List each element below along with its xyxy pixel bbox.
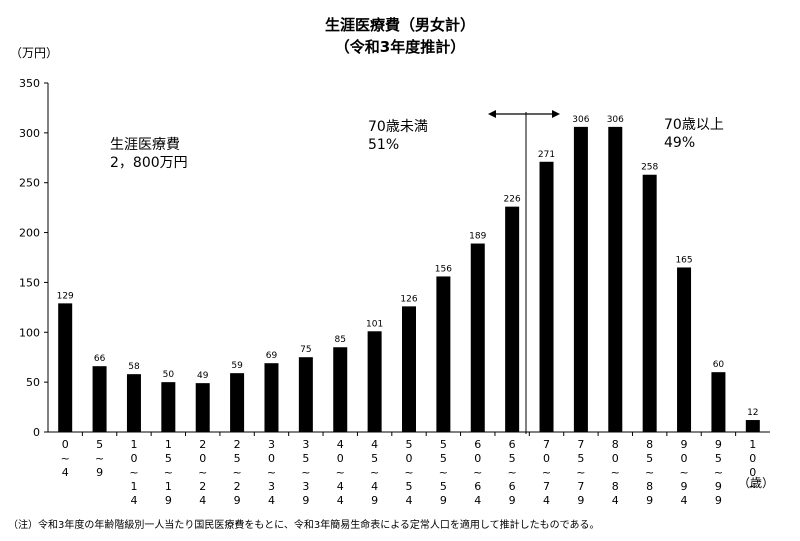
- x-tick-label: 1 0 0 ~: [748, 438, 757, 493]
- under-70-annotation: 70歳未満 51%: [368, 118, 428, 154]
- bar: [333, 347, 348, 432]
- bar-value-label: 85: [335, 335, 346, 345]
- bar-value-label: 126: [400, 294, 417, 304]
- y-tick-label: 100: [19, 326, 40, 339]
- x-tick-label: 9 5 ~9 9: [714, 438, 723, 507]
- bar-value-label: 59: [231, 361, 243, 371]
- value-labels: 129 66 58 50 49 59 69 75 85 101 126 156 189 226 271 306…: [57, 115, 759, 418]
- x-tick-label: 6 5 ~6 9: [508, 438, 517, 507]
- bar: [711, 372, 726, 432]
- chart-title: 生涯医療費（男女計）: [324, 16, 475, 34]
- bar: [539, 161, 554, 432]
- bar-value-label: 66: [94, 354, 106, 364]
- bar-value-label: 50: [163, 370, 175, 380]
- bar-value-label: 58: [128, 362, 140, 372]
- x-axis-unit: （歳）: [738, 476, 775, 490]
- y-tick-label: 300: [19, 127, 40, 140]
- bar: [505, 206, 520, 432]
- bar: [608, 126, 623, 433]
- bar: [367, 331, 382, 432]
- x-tick-labels: 0 ~4 5 ~9 1 0 ~1 4 1 5 ~1 9 2 0 ~2 4 2 5 ~2 9 3 0 ~3 4 3 5 ~3 9 4 0 ~4…: [61, 438, 758, 507]
- total-cost-value: 2，800万円: [110, 155, 188, 171]
- y-tick-label: 150: [19, 276, 40, 289]
- bar-value-label: 165: [675, 255, 692, 265]
- bar-value-label: 101: [366, 319, 383, 329]
- x-tick-label: 1 5 ~1 9: [164, 438, 173, 507]
- bar: [642, 174, 657, 433]
- bar: [195, 383, 210, 432]
- x-tick-label: 8 0 ~8 4: [611, 438, 620, 507]
- x-tick-label: 5 ~9: [95, 438, 104, 479]
- x-tick-label: 0 ~4: [61, 438, 70, 479]
- x-tick-label: 9 0 ~9 4: [679, 438, 688, 507]
- bar-value-label: 12: [747, 408, 758, 418]
- bar: [126, 374, 141, 432]
- x-tick-label: 7 5 ~7 9: [576, 438, 585, 507]
- y-tick-label: 0: [33, 426, 40, 439]
- x-tick-label: 4 0 ~4 4: [336, 438, 345, 507]
- bar: [298, 357, 313, 432]
- over-70-percent: 49%: [664, 135, 696, 151]
- bar: [677, 267, 692, 432]
- y-tick-label: 50: [26, 376, 40, 389]
- over-70-annotation: 70歳以上 49%: [664, 116, 724, 152]
- y-axis-unit: （万円）: [10, 46, 59, 60]
- bar: [92, 366, 107, 432]
- x-tick-label: 3 5 ~3 9: [301, 438, 310, 507]
- bar-value-label: 271: [538, 150, 555, 160]
- y-tick-label: 250: [19, 177, 40, 190]
- bar-value-label: 258: [641, 163, 658, 173]
- bar: [264, 363, 279, 432]
- bar: [58, 303, 73, 432]
- x-tick-label: 5 0 ~5 4: [404, 438, 413, 507]
- bar: [402, 306, 416, 432]
- bar: [470, 243, 485, 432]
- bar-value-label: 69: [266, 351, 278, 361]
- bar: [230, 373, 245, 432]
- age-70-divider: [488, 110, 560, 434]
- chart-subtitle: （令和3年度推計）: [334, 38, 466, 56]
- total-cost-annotation: 生涯医療費 2，800万円: [110, 136, 188, 172]
- bar-value-label: 129: [57, 291, 74, 301]
- bar-value-label: 49: [197, 371, 209, 381]
- bar: [436, 276, 451, 432]
- footnote: （注）令和3年度の年齢階級別一人当たり国民医療費をもとに、令和3年簡易生命表によ…: [8, 520, 600, 531]
- bar: [573, 126, 588, 433]
- x-tick-label: 2 5 ~2 9: [232, 438, 241, 507]
- bar-value-label: 60: [713, 360, 725, 370]
- arrow-right-icon: [552, 110, 560, 118]
- under-70-label: 70歳未満: [368, 119, 428, 135]
- bar-value-label: 75: [300, 345, 311, 355]
- bar-value-label: 306: [607, 115, 624, 125]
- bars: [58, 126, 760, 433]
- x-tick-label: 2 0 ~2 4: [198, 438, 207, 507]
- bar: [161, 382, 176, 432]
- x-tick-label: 1 0 ~1 4: [129, 438, 138, 507]
- bar: [745, 420, 760, 432]
- over-70-label: 70歳以上: [664, 117, 724, 133]
- arrow-left-icon: [488, 110, 496, 118]
- x-tick-label: 3 0 ~3 4: [267, 438, 276, 507]
- bar-value-label: 156: [435, 264, 452, 274]
- x-tick-label: 8 5 ~8 9: [645, 438, 654, 507]
- bar-value-label: 306: [572, 115, 589, 125]
- x-tick-label: 5 5 ~5 9: [439, 438, 448, 507]
- bar-value-label: 226: [504, 195, 521, 205]
- total-cost-label: 生涯医療費: [110, 137, 180, 153]
- bar-value-label: 189: [469, 232, 486, 242]
- x-tick-label: 4 5 ~4 9: [370, 438, 379, 507]
- x-tick-label: 7 0 ~7 4: [542, 438, 551, 507]
- y-tick-label: 200: [19, 227, 40, 240]
- x-tick-label: 6 0 ~6 4: [473, 438, 482, 507]
- under-70-percent: 51%: [368, 137, 400, 153]
- y-tick-label: 350: [19, 77, 40, 90]
